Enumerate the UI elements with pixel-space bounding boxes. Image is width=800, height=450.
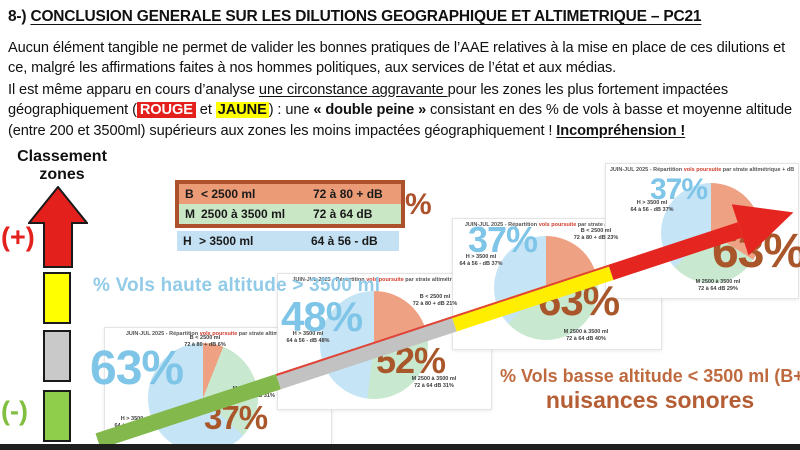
up-arrow-icon [26, 185, 90, 273]
rouge-highlight: ROUGE [136, 102, 196, 119]
p2-text: consistant en des % de vols à basse et m… [8, 102, 793, 139]
chart-title: JUIN-JUL 2025 - Répartition vols poursui… [278, 277, 491, 283]
row-range: 2500 à 3500 ml [201, 207, 286, 221]
p2-text: ) : une [268, 102, 314, 119]
pie3-high-pct: 37% [468, 219, 538, 260]
slide-bottom-bar [0, 444, 800, 450]
pie2-label-b: B < 2500 ml 72 à 80 + dB 21% [412, 294, 458, 308]
jaune-highlight: JAUNE [215, 102, 269, 119]
heading-low-text: % Vols basse altitude < 3500 ml (B+ [500, 366, 800, 386]
row-db: 64 à 56 - dB [311, 234, 378, 248]
chart-title-red: vols poursuite [683, 167, 722, 173]
pie1-high-pct: 63% [90, 342, 184, 395]
double-peine-bold: « double peine » [313, 102, 427, 119]
zone-ranking-title: Classement zones [17, 148, 107, 184]
row-range: < 2500 ml [201, 187, 256, 201]
minus-label: (-) [1, 396, 28, 426]
chart-title-text: JUIN-JUL 2025 - Répartition [292, 277, 367, 283]
p2-text: pour les zones les plus fortement impact… [8, 82, 729, 119]
row-range: > 3500 ml [199, 234, 254, 248]
pie3-label-h: H > 3500 ml 64 à 56 - dB 37% [459, 254, 503, 268]
chart-title-text: par strate altimétrique + dB [721, 167, 795, 173]
row-letter: M [185, 207, 195, 221]
incomprehension-underlined: Incompréhension ! [556, 122, 686, 139]
heading-noise: nuisances sonores [545, 387, 755, 413]
percent-symbol: % [405, 188, 432, 221]
pie4-label-m: M 2500 à 3500 ml 72 à 64 dB 29% [695, 279, 741, 293]
paragraph-1: Aucun élément tangible ne permet de vali… [8, 40, 786, 77]
row-db: 72 à 80 + dB [313, 187, 383, 201]
underlined-aggravating: une circonstance aggravante [258, 82, 448, 99]
zone-box-yellow [43, 272, 71, 324]
row-letter: H [183, 234, 192, 248]
chart-title-text: par strate altimétrique + dB [403, 277, 477, 283]
heading-high-altitude: % Vols haute altitude > 3500 ml [93, 275, 381, 296]
paragraph-2: Il est même apparu en cours d’analyse un… [8, 80, 796, 140]
p2-text: Il est même apparu en cours d’analyse [8, 82, 259, 99]
table-row-b: B < 2500 ml 72 à 80 + dB [179, 184, 401, 204]
chart-title: JUIN-JUL 2025 - Répartition vols poursui… [606, 167, 798, 173]
heading-low-altitude: % Vols basse altitude < 3500 ml (B+M) = [500, 366, 800, 387]
page-title: 8-) CONCLUSION GENERALE SUR LES DILUTION… [8, 8, 702, 26]
chart-title-text: JUIN-JUL 2025 - Répartition [125, 331, 200, 337]
body-text: Aucun élément tangible ne permet de vali… [8, 38, 796, 143]
chart-title-red: vols poursuite [366, 277, 404, 283]
chart-title: JUIN-JUL 2025 - Répartition vols poursui… [105, 331, 331, 337]
title-main: CONCLUSION GENERALE SUR LES DILUTIONS GE… [30, 8, 702, 25]
pie1-label-b: B < 2500 ml 72 à 80 + dB 6% [184, 335, 226, 349]
row-db: 72 à 64 dB [313, 207, 373, 221]
chart-title-red: vols poursuite [199, 331, 238, 337]
table-row-m: M 2500 à 3500 ml 72 à 64 dB [179, 204, 401, 224]
pie3-label-b: B < 2500 ml 72 à 80 + dB 23% [573, 228, 619, 242]
pie-card-4: JUIN-JUL 2025 - Répartition vols poursui… [605, 163, 799, 299]
zone-box-green [43, 390, 71, 442]
plus-label: (+) [1, 222, 35, 252]
p2-text: et [195, 102, 216, 119]
title-prefix: 8-) [8, 8, 31, 25]
chart-title-text: JUIN-JUL 2025 - Répartition [464, 222, 539, 228]
zone-box-gray [43, 330, 71, 382]
pie4-label-h: H > 3500 ml 64 à 56 - dB 37% [630, 200, 674, 214]
pie2-label-m: M 2500 à 3500 ml 72 à 64 dB 31% [411, 376, 457, 390]
pie2-label-h: H > 3500 ml 64 à 56 - dB 48% [286, 331, 330, 345]
chart-title-red: vols poursuite [538, 222, 577, 228]
row-letter: B [185, 187, 194, 201]
altitude-db-table: B < 2500 ml 72 à 80 + dB M 2500 à 3500 m… [175, 180, 405, 251]
table-row-h: H > 3500 ml 64 à 56 - dB [177, 231, 399, 251]
chart-title-text: JUIN-JUL 2025 - Répartition [609, 167, 684, 173]
pie3-label-m: M 2500 à 3500 ml 72 à 64 dB 40% [563, 329, 609, 343]
chart-title-text: par strate altimétrique + dB [237, 331, 311, 337]
pie4-high-pct: 37% [650, 173, 708, 206]
table-highlight-border: B < 2500 ml 72 à 80 + dB M 2500 à 3500 m… [175, 180, 405, 228]
pie2-high-pct: 48% [281, 293, 363, 340]
